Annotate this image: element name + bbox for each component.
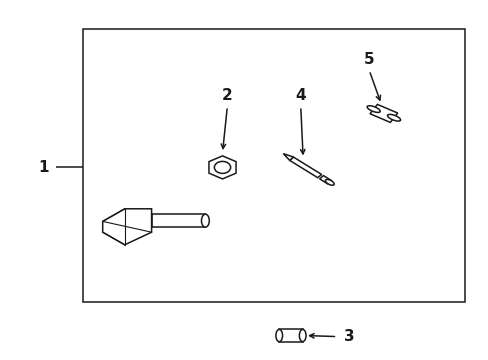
Bar — [83, 29, 464, 302]
Ellipse shape — [299, 329, 305, 342]
Polygon shape — [279, 329, 302, 342]
Polygon shape — [102, 209, 151, 245]
Ellipse shape — [325, 179, 333, 185]
Text: 3: 3 — [344, 329, 354, 344]
Text: 4: 4 — [295, 88, 305, 103]
Polygon shape — [369, 104, 397, 122]
Ellipse shape — [201, 214, 209, 227]
Polygon shape — [283, 154, 293, 160]
Text: 5: 5 — [363, 52, 374, 67]
Circle shape — [214, 161, 230, 174]
Text: 2: 2 — [222, 88, 232, 103]
Ellipse shape — [386, 114, 400, 121]
Polygon shape — [319, 176, 331, 184]
Text: 1: 1 — [39, 160, 49, 175]
Ellipse shape — [366, 106, 380, 112]
Polygon shape — [208, 156, 236, 179]
Ellipse shape — [275, 329, 282, 342]
Polygon shape — [289, 157, 321, 178]
